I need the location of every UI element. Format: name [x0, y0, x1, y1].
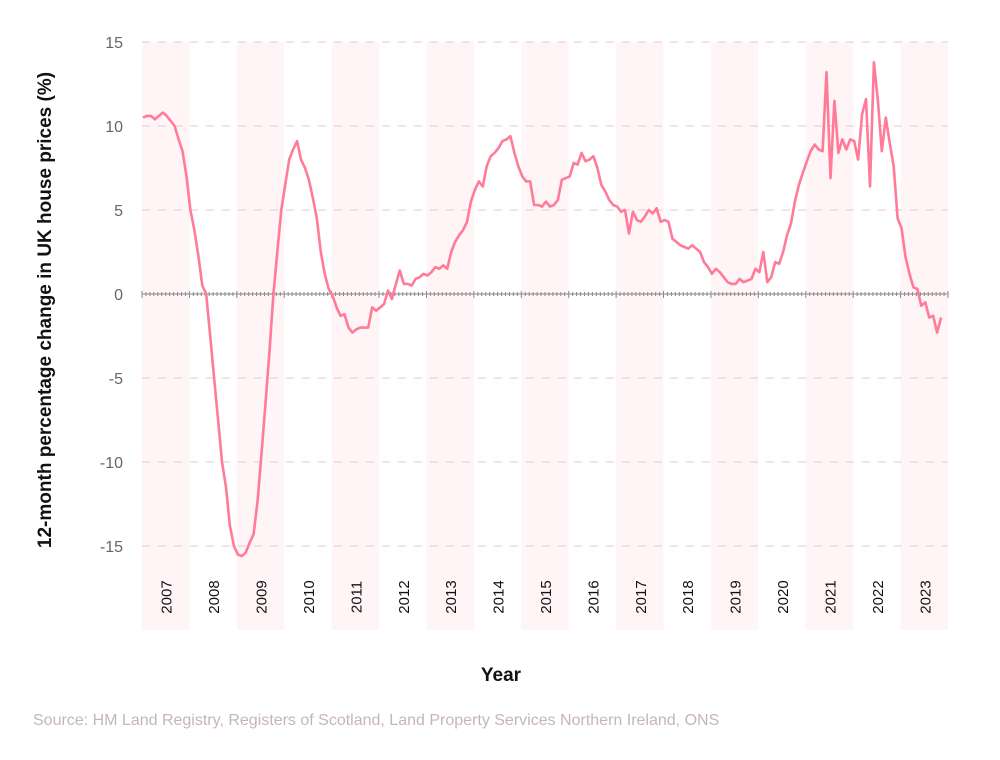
year-band [710, 42, 759, 630]
x-tick-label: 2020 [775, 580, 792, 613]
x-tick-label: 2016 [585, 580, 602, 613]
year-band [331, 42, 380, 630]
x-tick-label: 2010 [301, 580, 318, 613]
zero-line [141, 291, 949, 298]
x-tick-label: 2008 [206, 580, 223, 613]
y-tick-label: -5 [109, 371, 123, 388]
y-tick-label: -10 [100, 455, 123, 472]
gridlines [142, 41, 948, 547]
x-tick-label: 2009 [254, 580, 271, 613]
x-tick-label: 2022 [870, 580, 887, 613]
y-tick-label: 5 [114, 203, 123, 220]
year-bands [142, 42, 948, 630]
x-tick-label: 2011 [348, 581, 365, 613]
x-tick-label: 2019 [728, 580, 745, 613]
x-tick-label: 2015 [538, 580, 555, 613]
source-note: Source: HM Land Registry, Registers of S… [33, 712, 720, 729]
y-tick-label: 0 [114, 287, 123, 304]
x-axis-label: Year [481, 665, 522, 686]
x-tick-label: 2021 [822, 580, 839, 613]
year-band [521, 42, 569, 630]
year-band [426, 42, 474, 630]
y-tick-labels: 15 10 5 0 -5 -10 -15 [100, 35, 123, 556]
y-tick-label: -15 [100, 539, 123, 556]
year-band [236, 42, 285, 630]
year-band [900, 42, 948, 630]
house-price-change-line [142, 60, 943, 558]
year-band [142, 42, 190, 630]
x-tick-label: 2007 [159, 580, 176, 613]
x-tick-labels: 2007 2008 2009 2010 2011 2012 2013 2014 2015 2016… [159, 580, 935, 613]
series-line [142, 60, 943, 558]
y-tick-label: 15 [105, 35, 123, 52]
x-tick-label: 2012 [396, 580, 413, 613]
y-tick-label: 10 [105, 119, 123, 136]
x-tick-label: 2023 [917, 580, 934, 613]
x-tick-label: 2018 [680, 580, 697, 613]
x-tick-label: 2014 [491, 580, 508, 613]
year-band [616, 42, 664, 630]
y-axis-label: 12-month percentage change in UK house p… [35, 72, 56, 548]
x-tick-label: 2017 [633, 580, 650, 613]
x-tick-label: 2013 [443, 580, 460, 613]
